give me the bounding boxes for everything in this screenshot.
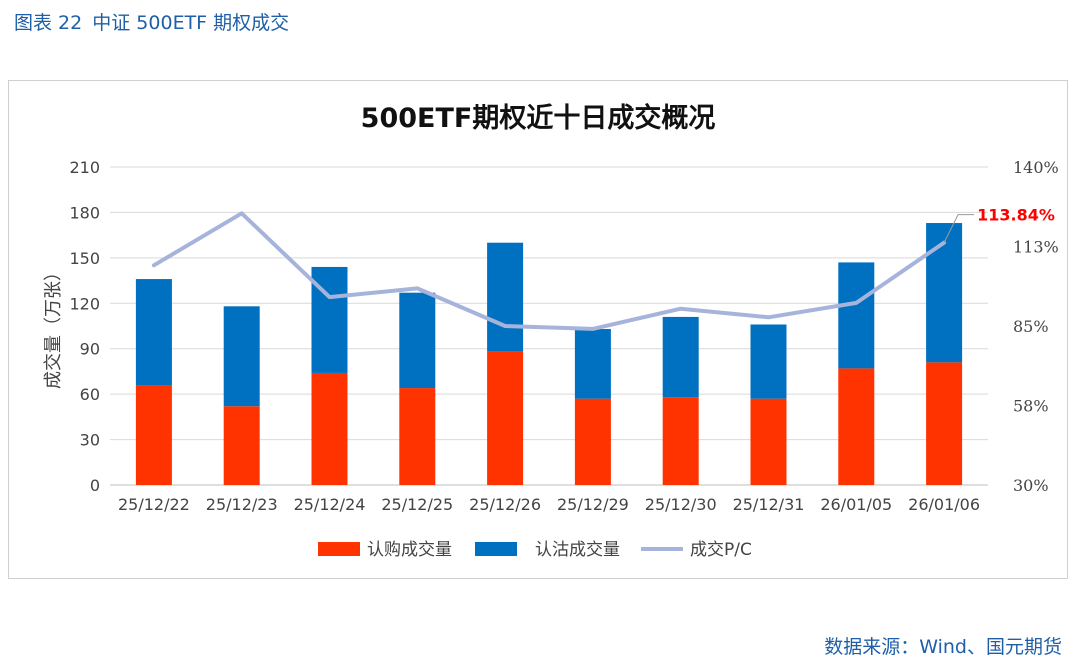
chart-frame: 500ETF期权近十日成交概况 0 30 60 90 120 150 180 210 30% 58%… — [8, 80, 1068, 579]
legend-label-put: 认沽成交量 — [535, 540, 620, 560]
bar-call — [311, 372, 348, 485]
y-tick-label: 120 — [69, 294, 100, 313]
bar-call — [574, 398, 611, 485]
x-tick-label: 25/12/22 — [118, 495, 190, 514]
bar-call — [223, 406, 260, 485]
y2-tick-label: 58% — [1013, 397, 1049, 416]
y-tick-label: 30 — [80, 431, 100, 450]
x-tick-label: 25/12/26 — [469, 495, 541, 514]
figure-number: 图表 22 — [14, 12, 83, 34]
figure-title: 中证 500ETF 期权成交 — [92, 12, 290, 34]
y2-tick-label: 113% — [1013, 238, 1059, 257]
bar-call — [926, 362, 963, 485]
bar-put — [223, 306, 260, 407]
y-axis-label: 成交量（万张） — [43, 263, 64, 389]
legend-swatch-put — [475, 542, 517, 556]
bar-put — [662, 316, 699, 398]
y-tick-label: 0 — [90, 476, 100, 495]
y2-tick-label: 30% — [1013, 476, 1049, 495]
y-tick-label: 210 — [69, 158, 100, 177]
source-note: 数据来源：Wind、国元期货 — [824, 636, 1062, 658]
bar-call — [750, 398, 787, 485]
bar-put — [135, 279, 172, 386]
bar-call — [135, 385, 172, 485]
pc-annotation-label: 113.84% — [977, 206, 1055, 225]
x-tick-label: 25/12/23 — [206, 495, 278, 514]
bar-put — [750, 324, 787, 399]
chart-svg: 500ETF期权近十日成交概况 0 30 60 90 120 150 180 210 30% 58%… — [43, 102, 1059, 560]
legend-label-call: 认购成交量 — [367, 540, 452, 560]
x-tick-label: 25/12/25 — [381, 495, 453, 514]
bar-put — [399, 292, 436, 389]
bar-put — [487, 242, 524, 352]
bar-call — [487, 351, 524, 485]
y-tick-label: 180 — [69, 203, 100, 222]
y-tick-label: 90 — [80, 340, 100, 359]
legend-label-pc: 成交P/C — [690, 540, 752, 560]
y2-tick-label: 140% — [1013, 158, 1059, 177]
x-tick-label: 25/12/31 — [733, 495, 805, 514]
annotation-leader — [943, 214, 975, 243]
figure-caption: 图表 22 中证 500ETF 期权成交 — [14, 8, 293, 35]
x-tick-label: 25/12/24 — [294, 495, 366, 514]
bar-call — [838, 368, 875, 485]
chart-title: 500ETF期权近十日成交概况 — [361, 102, 716, 134]
y-tick-label: 60 — [80, 385, 100, 404]
y-tick-label: 150 — [69, 249, 100, 268]
bar-put — [838, 262, 875, 369]
legend-swatch-call — [318, 542, 360, 556]
bar-put — [574, 329, 611, 399]
bar-call — [399, 388, 436, 485]
bar-call — [662, 397, 699, 485]
x-tick-label: 25/12/30 — [645, 495, 717, 514]
x-tick-label: 26/01/05 — [820, 495, 892, 514]
x-tick-label: 26/01/06 — [908, 495, 980, 514]
y2-tick-label: 85% — [1013, 317, 1049, 336]
bar-put — [926, 223, 963, 363]
x-tick-label: 25/12/29 — [557, 495, 629, 514]
pc-line — [151, 211, 947, 331]
